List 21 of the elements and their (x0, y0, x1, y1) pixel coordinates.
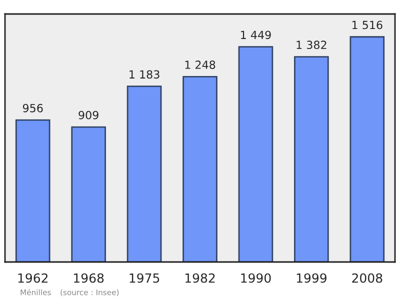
data-label: 909 (78, 110, 98, 120)
bar (238, 46, 274, 262)
bar (126, 86, 162, 262)
bar (15, 119, 50, 262)
data-label: 1 183 (130, 70, 160, 79)
x-tick-label: 1990 (241, 273, 271, 283)
x-tick-label: 2008 (352, 273, 382, 283)
data-label: 1 449 (241, 30, 271, 40)
x-tick-label: 1962 (18, 273, 48, 283)
x-tick-label: 1982 (185, 273, 215, 283)
x-tick-label: 1968 (74, 273, 104, 283)
x-tick-label: 1975 (130, 273, 160, 283)
data-label: 1 248 (185, 60, 216, 69)
bar (71, 126, 106, 262)
data-label: 956 (22, 104, 43, 112)
data-label: 1 382 (296, 40, 326, 50)
x-tick-label: 1999 (296, 273, 326, 283)
bar (294, 56, 329, 262)
data-label: 1 516 (352, 20, 382, 30)
bar (182, 76, 218, 262)
bar (350, 36, 385, 262)
